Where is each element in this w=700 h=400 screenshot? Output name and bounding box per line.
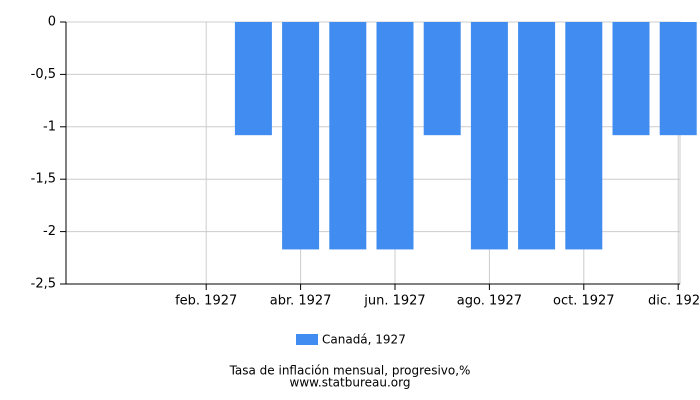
bar	[470, 22, 508, 250]
x-tick-label: oct. 1927	[553, 294, 615, 309]
bar	[565, 22, 603, 250]
x-tick-label: dic. 1927	[648, 294, 700, 309]
bar	[282, 22, 320, 250]
y-tick-label: -1	[43, 119, 56, 134]
y-tick-label: -2	[43, 224, 56, 239]
y-tick-label: -1,5	[31, 172, 56, 187]
bar	[612, 22, 650, 136]
x-tick-label: abr. 1927	[270, 294, 332, 309]
bar	[329, 22, 367, 250]
bar	[659, 22, 697, 136]
chart-title: Tasa de inflación mensual, progresivo,%	[229, 364, 471, 378]
y-tick-label: -0,5	[31, 67, 56, 82]
legend-label: Canadá, 1927	[322, 333, 406, 347]
x-tick-label: feb. 1927	[175, 294, 237, 309]
bar	[423, 22, 461, 136]
chart-subtitle: www.statbureau.org	[290, 376, 411, 390]
bar	[518, 22, 556, 250]
y-tick-label: -2,5	[31, 277, 56, 292]
bar	[234, 22, 272, 136]
legend-swatch	[296, 334, 318, 345]
bar	[376, 22, 414, 250]
y-tick-label: 0	[48, 15, 56, 30]
x-tick-label: jun. 1927	[363, 294, 425, 309]
x-tick-label: ago. 1927	[457, 294, 522, 309]
